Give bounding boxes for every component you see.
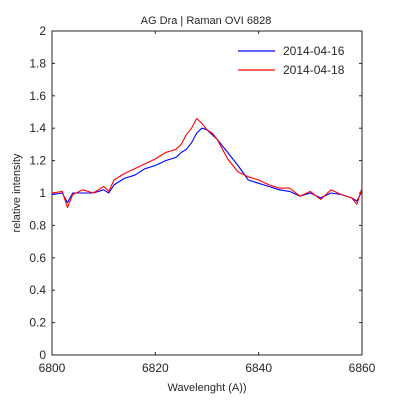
y-tick-label: 0.4 xyxy=(29,283,46,297)
y-tick-label: 0.6 xyxy=(29,251,46,265)
x-tick-label: 6860 xyxy=(349,361,376,375)
y-axis-label: relative intensity xyxy=(11,153,23,232)
y-tick-label: 1.8 xyxy=(29,56,46,70)
legend: 2014-04-16 2014-04-18 xyxy=(233,39,357,81)
y-tick-label: 1.4 xyxy=(29,121,46,135)
x-tick-label: 6840 xyxy=(245,361,272,375)
y-tick-label: 0.2 xyxy=(29,316,46,330)
series-line-2 xyxy=(51,117,363,209)
x-axis-label: Wavelenght (A)) xyxy=(167,382,246,394)
y-tick-label: 2 xyxy=(39,24,46,38)
y-tick-label: 0 xyxy=(39,348,46,362)
legend-box xyxy=(233,39,357,81)
y-tick-label: 1.6 xyxy=(29,89,46,103)
series-line-1 xyxy=(51,127,363,204)
y-tick-label: 1 xyxy=(39,186,46,200)
y-tick-label: 0.8 xyxy=(29,218,46,232)
y-tick-label: 1.2 xyxy=(29,154,46,168)
legend-label-1: 2014-04-16 xyxy=(283,44,345,58)
legend-label-2: 2014-04-18 xyxy=(283,63,345,77)
x-tick-label: 6820 xyxy=(142,361,169,375)
axis-ticks xyxy=(51,30,363,356)
series-lines xyxy=(51,117,363,209)
axis-tick-labels: 6800 6820 6840 6860 0 0.2 0.4 0.6 0.8 1 1.2 1.4 1.6 1… xyxy=(29,24,375,375)
x-tick-label: 6800 xyxy=(39,361,66,375)
chart-title: AG Dra | Raman OVI 6828 xyxy=(141,15,272,27)
